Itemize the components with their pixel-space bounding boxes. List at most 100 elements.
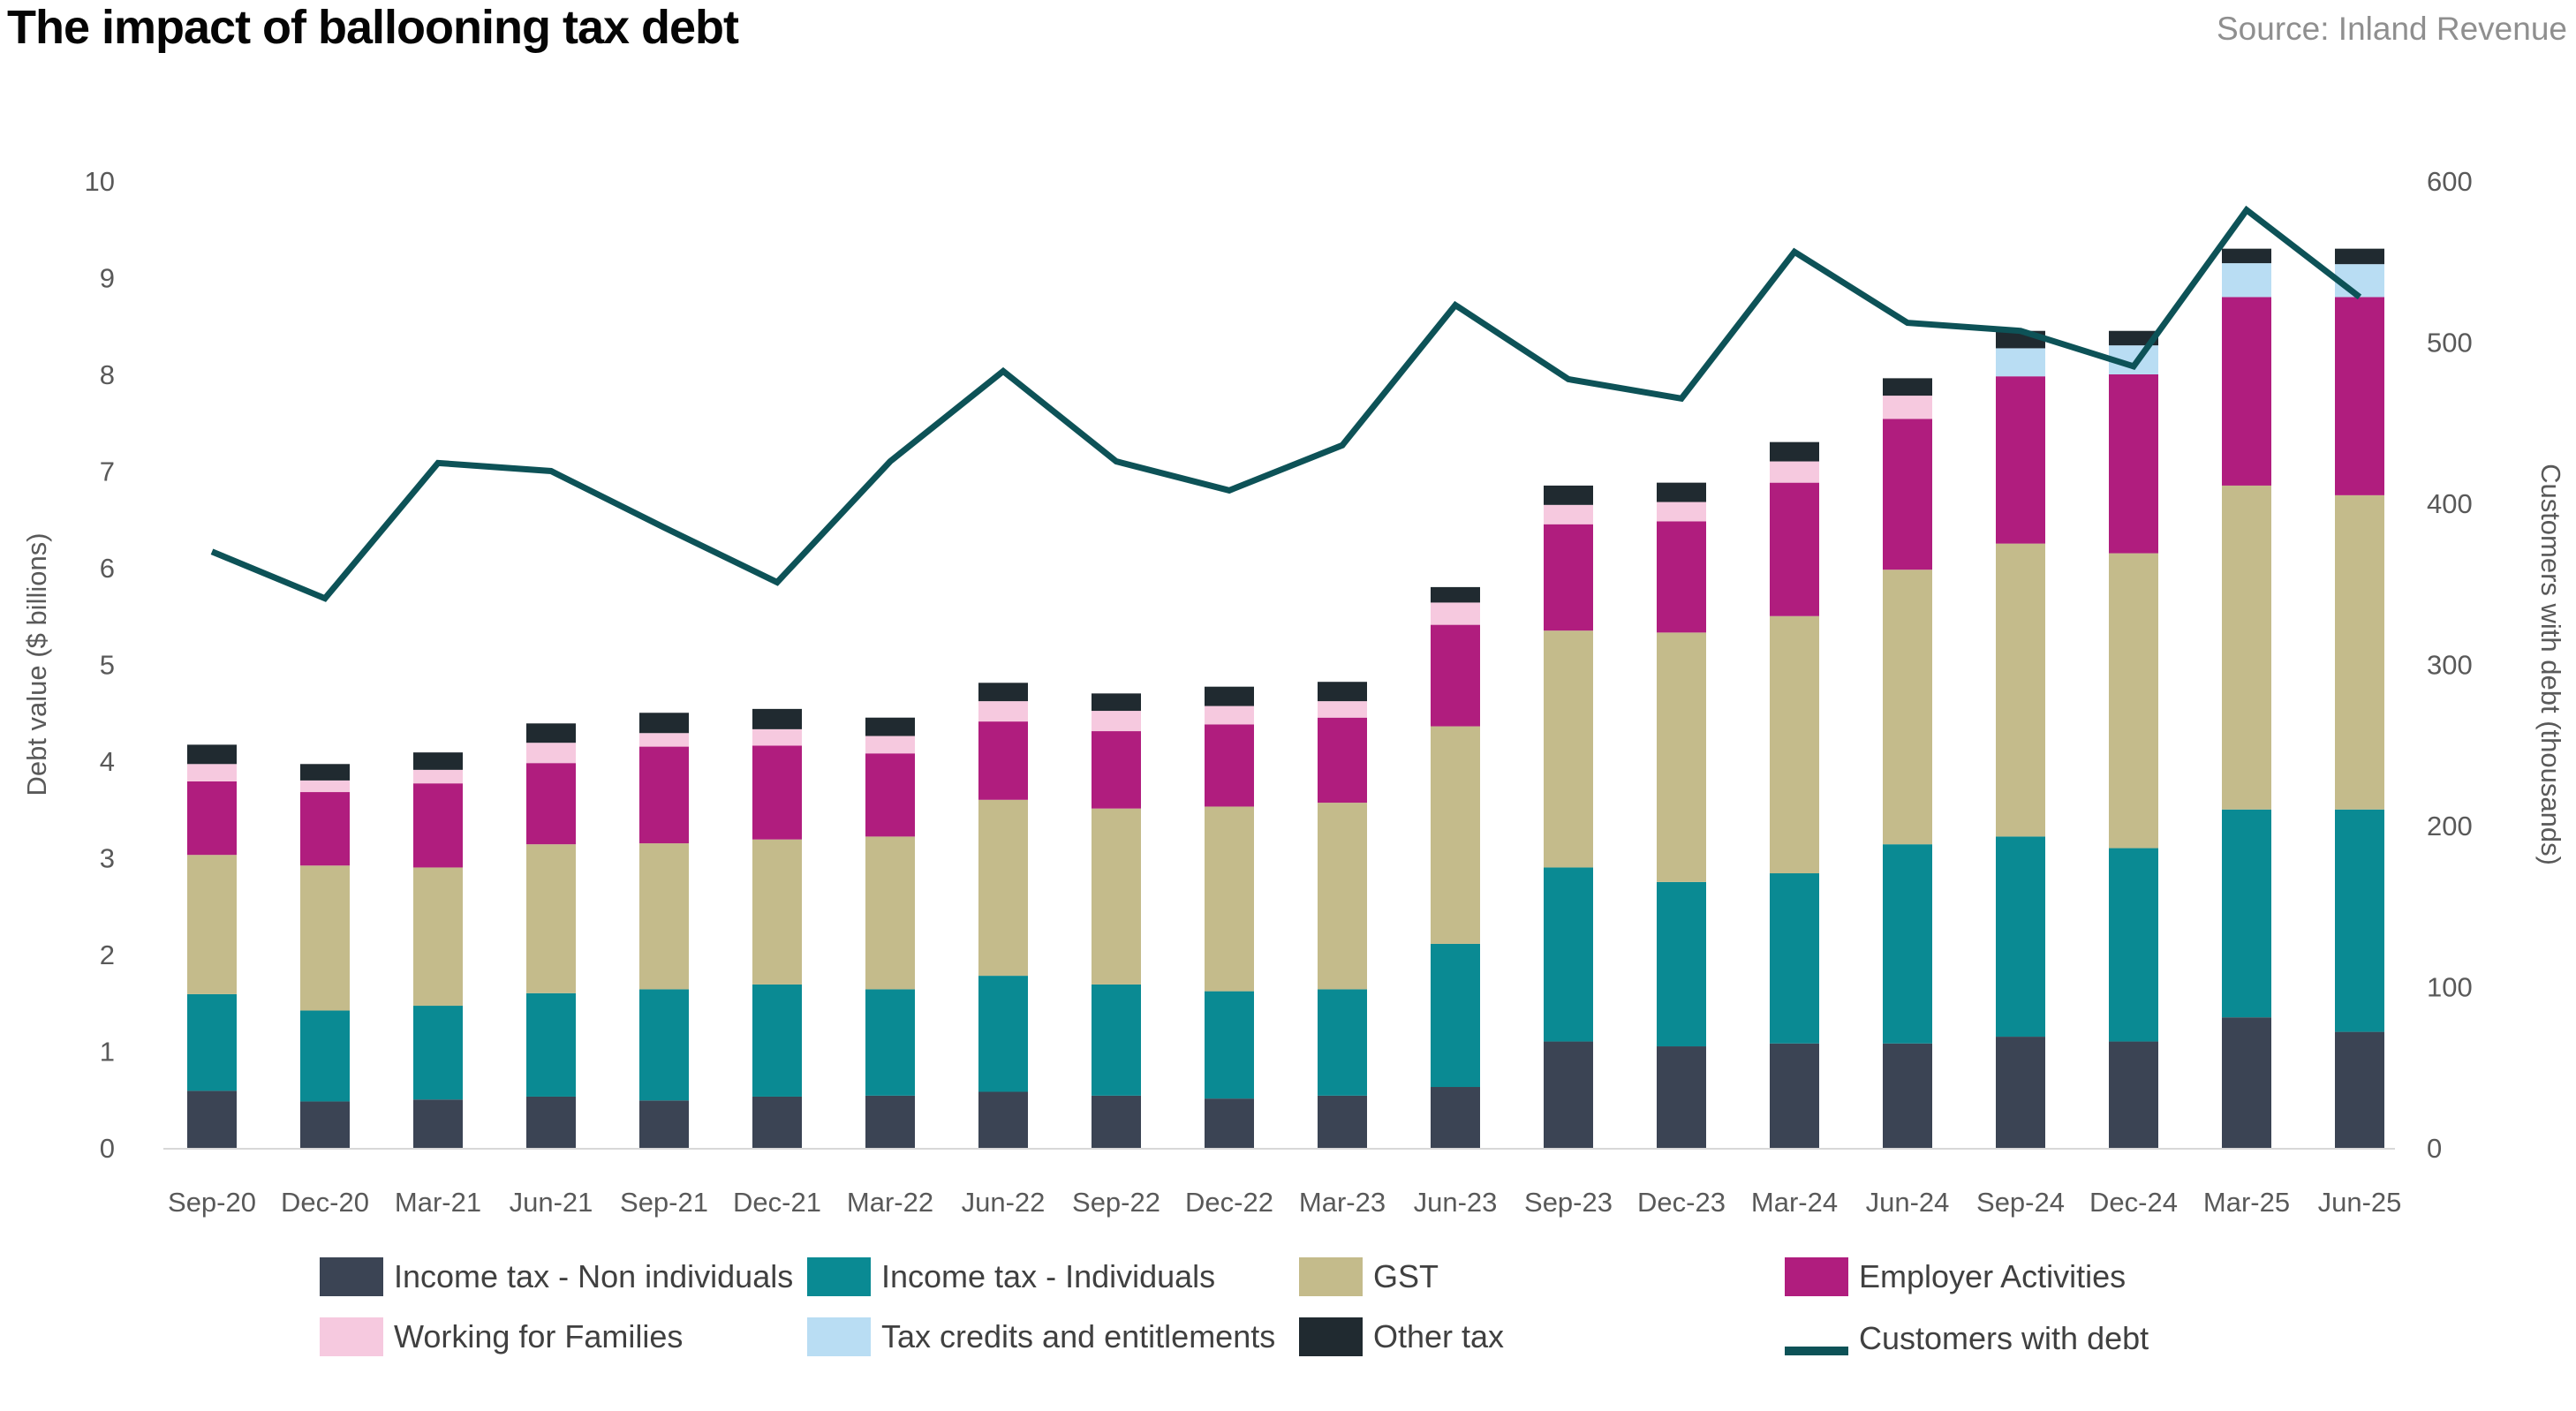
- right-axis-tick-label: 400: [2427, 488, 2473, 519]
- left-axis-tick-label: 2: [100, 939, 115, 970]
- legend-label: Working for Families: [394, 1318, 684, 1354]
- bar-segment: [1770, 615, 1819, 874]
- left-axis-tick-label: 0: [100, 1133, 115, 1164]
- legend-label: Employer Activities: [1859, 1258, 2127, 1294]
- bar-segment: [1544, 867, 1593, 1042]
- bar-segment: [526, 1096, 576, 1148]
- left-axis-tick-label: 1: [100, 1037, 115, 1068]
- bar-segment: [1318, 701, 1367, 718]
- x-axis-label: Mar-21: [395, 1187, 481, 1218]
- bar-segment: [300, 792, 350, 866]
- bar-segment: [865, 836, 915, 990]
- legend-color-swatch: [1785, 1257, 1848, 1296]
- bar-segment: [1770, 461, 1819, 483]
- legend-color-swatch: [807, 1317, 871, 1356]
- source-credit: Source: Inland Revenue: [2217, 11, 2567, 47]
- bar-segment: [639, 843, 689, 990]
- bar-segment: [2222, 248, 2271, 264]
- bar-segment: [1770, 482, 1819, 616]
- bar-segment: [300, 865, 350, 1011]
- bar-segment: [978, 683, 1028, 702]
- bar-segment: [865, 717, 915, 736]
- bar-segment: [2222, 809, 2271, 1018]
- bar-segment: [187, 1090, 237, 1148]
- bar-segment: [978, 721, 1028, 800]
- bar-segment: [1996, 836, 2045, 1038]
- legend-label: Other tax: [1373, 1318, 1505, 1354]
- x-axis-label: Jun-25: [2318, 1187, 2402, 1218]
- bar-segment: [1883, 419, 1932, 570]
- bar-segment: [1318, 1095, 1367, 1148]
- bar-segment: [1205, 991, 1254, 1099]
- bar-segment: [1431, 602, 1480, 625]
- bar-segment: [1092, 808, 1141, 985]
- left-axis-tick-label: 9: [100, 263, 115, 294]
- bar-segment: [865, 1095, 915, 1148]
- bar-segment: [1883, 396, 1932, 419]
- x-axis-label: Sep-20: [168, 1187, 256, 1218]
- bar-segment: [639, 746, 689, 844]
- left-axis-tick-label: 8: [100, 359, 115, 390]
- bar-segment: [413, 769, 463, 784]
- bar-segment: [1770, 441, 1819, 462]
- bar-segment: [752, 1096, 802, 1148]
- x-axis-label: Sep-23: [1524, 1187, 1613, 1218]
- bar-segment: [1883, 378, 1932, 396]
- left-axis-tick-label: 4: [100, 746, 115, 777]
- legend-color-swatch: [1299, 1317, 1363, 1356]
- bar-segment: [1092, 1095, 1141, 1148]
- bar-segment: [1205, 686, 1254, 706]
- bar-segment: [639, 1100, 689, 1148]
- bar-segment: [1431, 586, 1480, 603]
- bar-segment: [1657, 1046, 1706, 1148]
- bar-segment: [978, 1091, 1028, 1148]
- bar-segment: [526, 992, 576, 1097]
- bar-segment: [752, 708, 802, 729]
- bar-segment: [526, 723, 576, 743]
- right-axis-tick-label: 0: [2427, 1133, 2442, 1164]
- bar-segment: [1883, 1043, 1932, 1148]
- bar-segment: [1770, 873, 1819, 1044]
- bar-segment: [1544, 485, 1593, 505]
- x-axis-label: Mar-24: [1751, 1187, 1838, 1218]
- bar-segment: [1657, 482, 1706, 502]
- legend-label: GST: [1373, 1258, 1439, 1294]
- bar-segment: [413, 783, 463, 868]
- bar-segment: [2222, 263, 2271, 298]
- bar-segment: [752, 728, 802, 746]
- legend-color-swatch: [320, 1317, 383, 1356]
- bar-segment: [1431, 1087, 1480, 1148]
- left-axis-tick-label: 6: [100, 553, 115, 584]
- x-axis-label: Mar-25: [2203, 1187, 2290, 1218]
- bar-segment: [865, 989, 915, 1096]
- bar-segment: [639, 713, 689, 734]
- bar-segment: [526, 763, 576, 845]
- bar-segment: [2335, 1031, 2384, 1148]
- bar-segment: [187, 855, 237, 994]
- page-title: The impact of ballooning tax debt: [7, 1, 739, 54]
- bar-segment: [752, 839, 802, 985]
- right-axis-tick-label: 600: [2427, 166, 2473, 197]
- bar-segment: [865, 753, 915, 837]
- bar-segment: [187, 744, 237, 765]
- x-axis-label: Dec-23: [1637, 1187, 1726, 1218]
- bar-segment: [2109, 374, 2158, 554]
- bar-segment: [1092, 711, 1141, 732]
- bar-segment: [1996, 348, 2045, 377]
- x-axis-label: Dec-24: [2089, 1187, 2178, 1218]
- bar-segment: [1092, 693, 1141, 712]
- bar-segment: [1883, 570, 1932, 845]
- bar-segment: [1205, 706, 1254, 725]
- bar-segment: [300, 1101, 350, 1148]
- bar-segment: [1770, 1043, 1819, 1148]
- legend-label: Tax credits and entitlements: [881, 1318, 1276, 1354]
- legend-color-swatch: [807, 1257, 871, 1296]
- bar-segment: [1657, 502, 1706, 522]
- x-axis-label: Jun-23: [1414, 1187, 1498, 1218]
- left-axis-tick-label: 10: [85, 166, 115, 197]
- bar-segment: [1544, 630, 1593, 868]
- bar-segment: [1092, 731, 1141, 809]
- bar-segment: [413, 867, 463, 1007]
- chart-legend: Income tax - Non individuals Income tax -…: [0, 1243, 2576, 1411]
- bar-segment: [978, 701, 1028, 722]
